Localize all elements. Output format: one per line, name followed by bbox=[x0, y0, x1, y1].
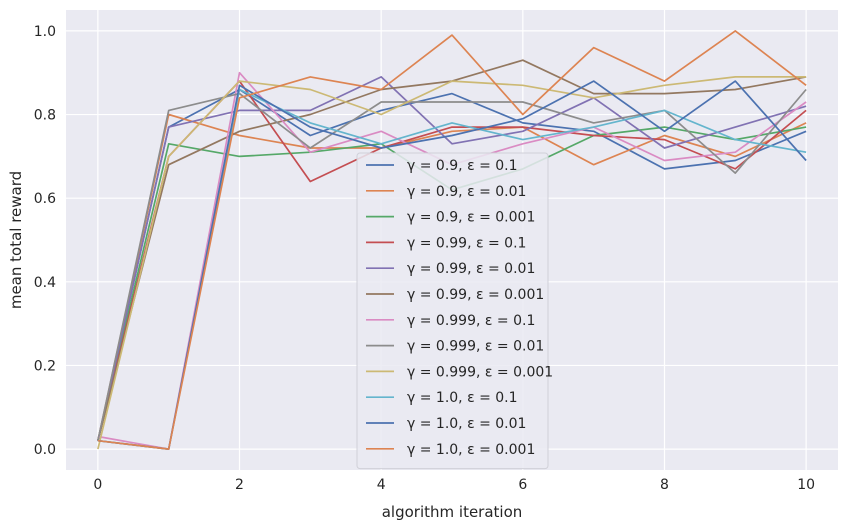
legend-label: γ = 0.999, ε = 0.1 bbox=[407, 313, 535, 329]
legend-box bbox=[356, 152, 549, 470]
x-axis-label: algorithm iteration bbox=[382, 503, 523, 521]
y-tick-label: 0.2 bbox=[34, 358, 56, 374]
legend-label: γ = 0.9, ε = 0.01 bbox=[407, 184, 526, 200]
legend-label: γ = 0.999, ε = 0.001 bbox=[407, 364, 553, 380]
legend-label: γ = 0.9, ε = 0.1 bbox=[407, 158, 518, 174]
y-tick-label: 0.6 bbox=[34, 191, 56, 207]
series-line-9 bbox=[97, 76, 807, 450]
legend-label: γ = 0.999, ε = 0.01 bbox=[407, 339, 544, 355]
x-tick-label: 4 bbox=[377, 477, 386, 493]
series-line-12 bbox=[97, 30, 807, 450]
x-tick-label: 0 bbox=[93, 477, 102, 493]
series-line-5 bbox=[97, 76, 807, 441]
tick-labels: 0 2 4 6 8 10 0.0 0.2 0.4 0.6 0.8 1.0 bbox=[34, 24, 815, 493]
x-tick-label: 10 bbox=[797, 477, 815, 493]
y-tick-label: 0.4 bbox=[34, 275, 56, 291]
x-tick-label: 8 bbox=[660, 477, 669, 493]
y-tick-label: 1.0 bbox=[34, 24, 56, 40]
y-axis-label: mean total reward bbox=[7, 171, 25, 309]
y-tick-label: 0.0 bbox=[34, 442, 56, 458]
legend-label: γ = 0.99, ε = 0.01 bbox=[407, 261, 535, 277]
x-tick-label: 6 bbox=[518, 477, 527, 493]
legend-label: γ = 0.99, ε = 0.001 bbox=[407, 287, 544, 303]
legend-label: γ = 1.0, ε = 0.01 bbox=[407, 416, 526, 432]
legend-label: γ = 1.0, ε = 0.001 bbox=[407, 442, 535, 458]
x-tick-label: 2 bbox=[235, 477, 244, 493]
legend-label: γ = 0.9, ε = 0.001 bbox=[407, 210, 535, 226]
series-line-8 bbox=[97, 88, 807, 441]
series-line-2 bbox=[97, 113, 807, 441]
legend-label: γ = 1.0, ε = 0.1 bbox=[407, 390, 518, 406]
legend-label: γ = 0.99, ε = 0.1 bbox=[407, 235, 526, 251]
series-line-1 bbox=[97, 88, 807, 441]
y-tick-label: 0.8 bbox=[34, 108, 56, 124]
series-line-11 bbox=[97, 80, 807, 450]
legend: γ = 0.9, ε = 0.1 γ = 0.9, ε = 0.01 γ = 0.9… bbox=[356, 152, 553, 470]
